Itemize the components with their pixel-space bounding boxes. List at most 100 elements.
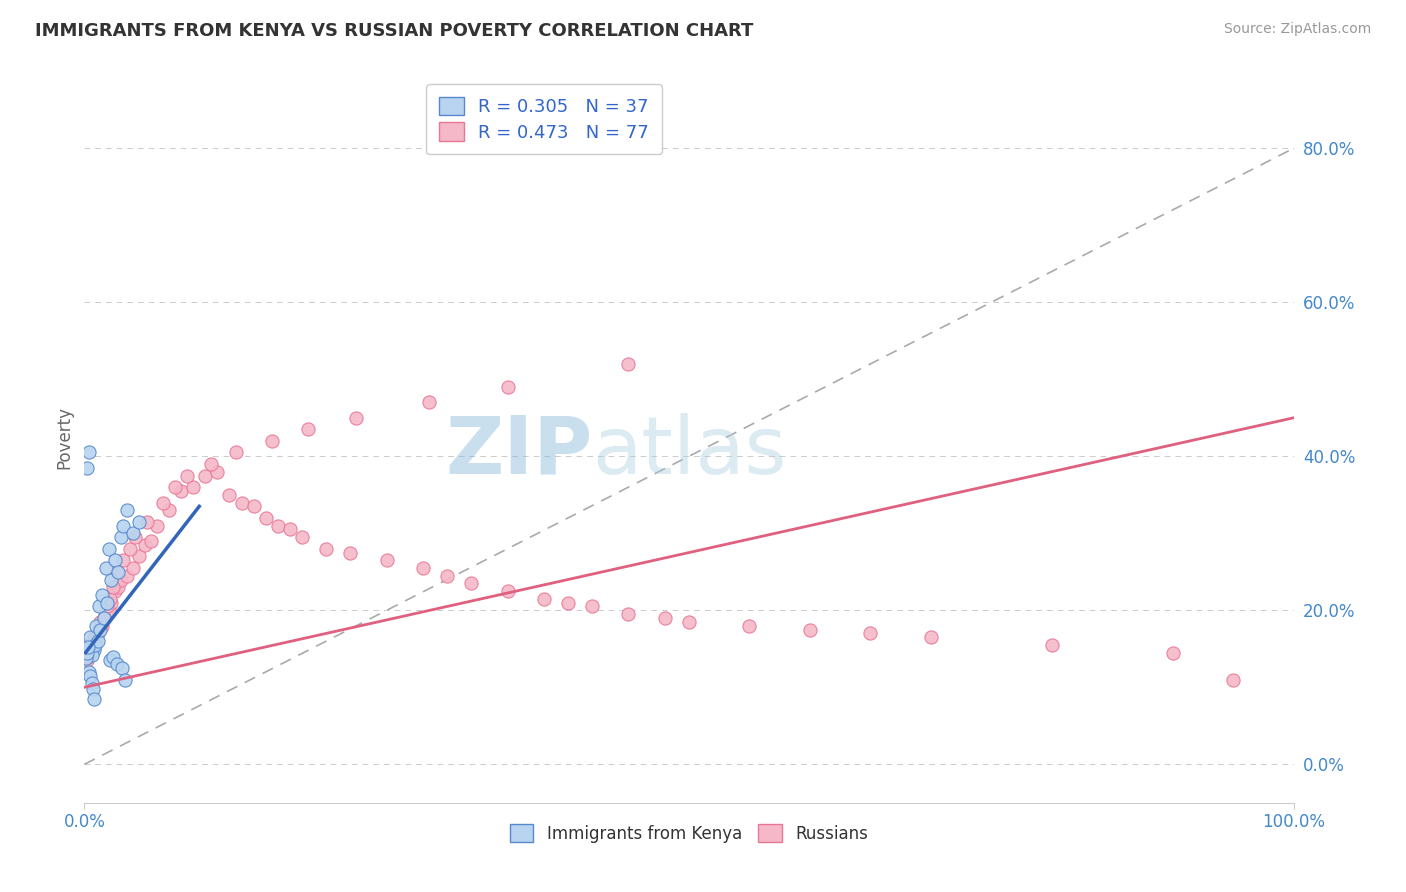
Point <box>86 626 108 640</box>
Point <box>110 530 132 544</box>
Point <box>254 511 277 525</box>
Text: Source: ZipAtlas.com: Source: ZipAtlas.com <box>1223 22 1371 37</box>
Point <box>79 630 101 644</box>
Point <box>104 553 127 567</box>
Point <box>1222 673 1244 687</box>
Point <box>1040 638 1063 652</box>
Point <box>77 646 100 660</box>
Point <box>76 461 98 475</box>
Point <box>436 568 458 582</box>
Point <box>225 445 247 459</box>
Point <box>115 568 138 582</box>
Point <box>218 488 240 502</box>
Point <box>112 553 135 567</box>
Point <box>77 641 100 656</box>
Point <box>82 681 104 696</box>
Point <box>859 626 882 640</box>
Point <box>83 630 105 644</box>
Point <box>120 541 142 556</box>
Point <box>111 661 134 675</box>
Point <box>121 526 143 541</box>
Point <box>80 648 103 662</box>
Point <box>105 565 128 579</box>
Point <box>678 615 700 629</box>
Point <box>291 530 314 544</box>
Point <box>260 434 283 448</box>
Point <box>375 553 398 567</box>
Point <box>96 599 118 614</box>
Point <box>110 573 132 587</box>
Point <box>98 653 121 667</box>
Point <box>100 596 122 610</box>
Point <box>346 410 368 425</box>
Point <box>460 576 482 591</box>
Point <box>89 615 111 629</box>
Point <box>86 630 108 644</box>
Point <box>412 561 434 575</box>
Point <box>738 618 761 632</box>
Point <box>557 596 579 610</box>
Text: IMMIGRANTS FROM KENYA VS RUSSIAN POVERTY CORRELATION CHART: IMMIGRANTS FROM KENYA VS RUSSIAN POVERTY… <box>35 22 754 40</box>
Point <box>84 635 107 649</box>
Point <box>617 357 640 371</box>
Text: atlas: atlas <box>592 413 786 491</box>
Point <box>77 640 100 655</box>
Point <box>267 518 290 533</box>
Point <box>581 599 603 614</box>
Point <box>91 618 114 632</box>
Point <box>107 580 129 594</box>
Point <box>94 607 117 622</box>
Point <box>87 599 110 614</box>
Point <box>80 676 103 690</box>
Point <box>157 503 180 517</box>
Point <box>75 651 97 665</box>
Point <box>128 515 150 529</box>
Point <box>617 607 640 622</box>
Point <box>496 584 519 599</box>
Point <box>83 691 105 706</box>
Point <box>1161 646 1184 660</box>
Point <box>146 518 169 533</box>
Point <box>76 653 98 667</box>
Point <box>107 565 129 579</box>
Point <box>200 457 222 471</box>
Point <box>91 588 114 602</box>
Point <box>86 618 108 632</box>
Point <box>181 480 204 494</box>
Point <box>112 518 135 533</box>
Point <box>77 445 100 459</box>
Point <box>242 500 264 514</box>
Point <box>83 643 105 657</box>
Point <box>128 549 150 564</box>
Point <box>170 483 193 498</box>
Point <box>136 515 159 529</box>
Point <box>89 623 111 637</box>
Point <box>103 580 125 594</box>
Point <box>84 638 107 652</box>
Point <box>207 465 229 479</box>
Point <box>115 503 138 517</box>
Point <box>278 523 301 537</box>
Point <box>93 611 115 625</box>
Point <box>134 538 156 552</box>
Point <box>418 395 440 409</box>
Point <box>77 649 100 664</box>
Point <box>339 545 361 559</box>
Legend: Immigrants from Kenya, Russians: Immigrants from Kenya, Russians <box>503 818 875 849</box>
Point <box>86 634 108 648</box>
Point <box>194 468 217 483</box>
Point <box>87 623 110 637</box>
Point <box>165 480 187 494</box>
Point <box>533 591 555 606</box>
Y-axis label: Poverty: Poverty <box>55 406 73 468</box>
Point <box>79 638 101 652</box>
Point <box>96 596 118 610</box>
Point <box>124 530 146 544</box>
Point <box>82 634 104 648</box>
Point <box>93 611 115 625</box>
Point <box>104 584 127 599</box>
Point <box>79 669 101 683</box>
Point <box>654 611 676 625</box>
Point <box>94 561 117 575</box>
Point <box>80 641 103 656</box>
